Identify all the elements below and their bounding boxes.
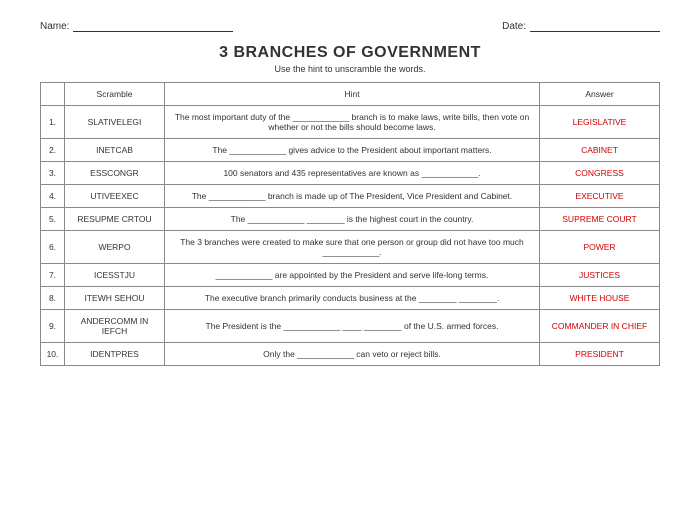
header-row: Scramble Hint Answer	[41, 83, 660, 106]
answer-cell: CABINET	[540, 139, 660, 162]
hint-cell: The President is the ____________ ____ _…	[165, 310, 540, 343]
table-row: 7.ICESSTJU____________ are appointed by …	[41, 264, 660, 287]
hint-cell: The 3 branches were created to make sure…	[165, 231, 540, 264]
answer-cell: COMMANDER IN CHIEF	[540, 310, 660, 343]
scramble-cell: WERPO	[65, 231, 165, 264]
date-blank[interactable]	[530, 20, 660, 32]
col-hint: Hint	[165, 83, 540, 106]
col-scramble: Scramble	[65, 83, 165, 106]
scramble-cell: SLATIVELEGI	[65, 106, 165, 139]
answer-cell: JUSTICES	[540, 264, 660, 287]
row-num: 6.	[41, 231, 65, 264]
row-num: 9.	[41, 310, 65, 343]
scramble-cell: RESUPME CRTOU	[65, 208, 165, 231]
answer-cell: WHITE HOUSE	[540, 287, 660, 310]
row-num: 8.	[41, 287, 65, 310]
scramble-cell: ANDERCOMM IN IEFCH	[65, 310, 165, 343]
hint-cell: The ____________ ________ is the highest…	[165, 208, 540, 231]
answer-cell: CONGRESS	[540, 162, 660, 185]
date-field: Date:	[502, 20, 660, 32]
table-row: 10.IDENTPRESOnly the ____________ can ve…	[41, 343, 660, 366]
answer-cell: PRESIDENT	[540, 343, 660, 366]
table-row: 8.ITEWH SEHOUThe executive branch primar…	[41, 287, 660, 310]
row-num: 7.	[41, 264, 65, 287]
header-fields: Name: Date:	[40, 20, 660, 32]
scramble-cell: ICESSTJU	[65, 264, 165, 287]
hint-cell: ____________ are appointed by the Presid…	[165, 264, 540, 287]
hint-cell: Only the ____________ can veto or reject…	[165, 343, 540, 366]
table-row: 9.ANDERCOMM IN IEFCHThe President is the…	[41, 310, 660, 343]
row-num: 1.	[41, 106, 65, 139]
answer-cell: EXECUTIVE	[540, 185, 660, 208]
hint-cell: The ____________ branch is made up of Th…	[165, 185, 540, 208]
answer-cell: POWER	[540, 231, 660, 264]
table-row: 1.SLATIVELEGIThe most important duty of …	[41, 106, 660, 139]
hint-cell: The most important duty of the _________…	[165, 106, 540, 139]
hint-cell: 100 senators and 435 representatives are…	[165, 162, 540, 185]
row-num: 10.	[41, 343, 65, 366]
name-field: Name:	[40, 20, 233, 32]
table-row: 3.ESSCONGR100 senators and 435 represent…	[41, 162, 660, 185]
subtitle: Use the hint to unscramble the words.	[40, 64, 660, 74]
hint-cell: The executive branch primarily conducts …	[165, 287, 540, 310]
answer-cell: SUPREME COURT	[540, 208, 660, 231]
scramble-cell: IDENTPRES	[65, 343, 165, 366]
table-row: 6.WERPOThe 3 branches were created to ma…	[41, 231, 660, 264]
col-num	[41, 83, 65, 106]
table-row: 2.INETCABThe ____________ gives advice t…	[41, 139, 660, 162]
worksheet-table: Scramble Hint Answer 1.SLATIVELEGIThe mo…	[40, 82, 660, 366]
date-label: Date:	[502, 21, 526, 32]
name-blank[interactable]	[73, 20, 233, 32]
page-title: 3 BRANCHES OF GOVERNMENT	[40, 44, 660, 62]
row-num: 2.	[41, 139, 65, 162]
row-num: 4.	[41, 185, 65, 208]
name-label: Name:	[40, 21, 69, 32]
table-row: 5.RESUPME CRTOUThe ____________ ________…	[41, 208, 660, 231]
row-num: 3.	[41, 162, 65, 185]
scramble-cell: UTIVEEXEC	[65, 185, 165, 208]
answer-cell: LEGISLATIVE	[540, 106, 660, 139]
col-answer: Answer	[540, 83, 660, 106]
scramble-cell: ESSCONGR	[65, 162, 165, 185]
hint-cell: The ____________ gives advice to the Pre…	[165, 139, 540, 162]
table-row: 4.UTIVEEXECThe ____________ branch is ma…	[41, 185, 660, 208]
scramble-cell: INETCAB	[65, 139, 165, 162]
row-num: 5.	[41, 208, 65, 231]
scramble-cell: ITEWH SEHOU	[65, 287, 165, 310]
